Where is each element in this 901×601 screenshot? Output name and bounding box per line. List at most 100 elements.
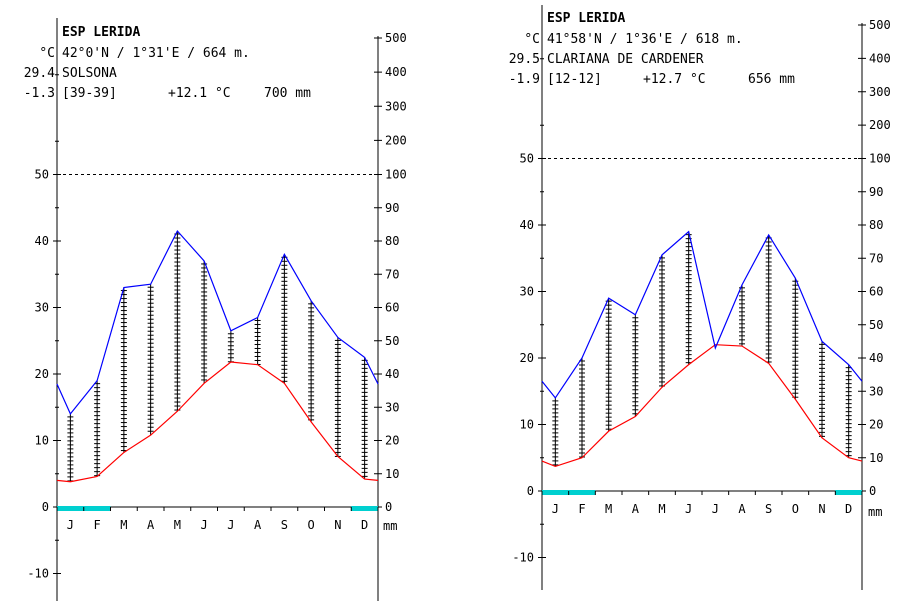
right-tick-label: 60 [385, 301, 399, 315]
climate-diagram-clariana-de-cardener: ESP LERIDA °C 41°58'N / 1°36'E / 618 m. … [509, 5, 891, 590]
frost-month-bar [351, 506, 378, 511]
station-name: SOLSONA [62, 66, 117, 81]
left-tick-label: 10 [520, 418, 534, 432]
frost-month-bar [57, 506, 84, 511]
right-tick-label: 90 [385, 201, 399, 215]
right-tick-label: 400 [385, 65, 407, 79]
month-label: M [605, 502, 612, 516]
left-tick-label: 50 [520, 152, 534, 166]
month-label: J [201, 518, 208, 532]
right-tick-label: 70 [869, 251, 883, 265]
max-temp-label: 29.5 [509, 52, 540, 67]
month-label: J [227, 518, 234, 532]
left-tick-label: 20 [520, 351, 534, 365]
month-label: J [552, 502, 559, 516]
month-label: N [818, 502, 825, 516]
left-tick-label: 50 [35, 168, 49, 182]
month-label: A [632, 502, 640, 516]
left-tick-label: 40 [35, 234, 49, 248]
month-label: A [147, 518, 155, 532]
right-tick-label: 400 [869, 51, 891, 65]
month-label: F [578, 502, 585, 516]
precip-unit-label: mm [383, 519, 397, 533]
right-tick-label: 100 [869, 152, 891, 166]
month-label: D [361, 518, 368, 532]
right-tick-label: 80 [869, 218, 883, 232]
right-tick-label: 20 [385, 434, 399, 448]
plot-area: -100102030405001020304050607080901002003… [27, 18, 407, 601]
month-label: O [792, 502, 799, 516]
left-tick-label: -10 [27, 567, 49, 581]
month-label: S [281, 518, 288, 532]
left-tick-label: 10 [35, 434, 49, 448]
right-tick-label: 200 [869, 118, 891, 132]
location-label: 41°58'N / 1°36'E / 618 m. [547, 32, 743, 47]
years-label: [12-12] [547, 72, 602, 87]
years-label: [39-39] [62, 86, 117, 101]
left-tick-label: 30 [35, 301, 49, 315]
right-tick-label: 500 [869, 18, 891, 32]
month-label: O [308, 518, 315, 532]
month-label: M [658, 502, 665, 516]
month-label: M [120, 518, 127, 532]
month-label: M [174, 518, 181, 532]
right-tick-label: 30 [385, 400, 399, 414]
precipitation-line [56, 229, 379, 416]
temp-unit-label: °C [524, 32, 540, 47]
right-tick-label: 60 [869, 285, 883, 299]
precipitation-line [541, 230, 863, 399]
mean-temp-label: +12.1 °C [168, 86, 231, 101]
right-tick-label: 200 [385, 133, 407, 147]
right-tick-label: 40 [869, 351, 883, 365]
left-tick-label: 0 [527, 484, 534, 498]
month-label: A [738, 502, 746, 516]
left-tick-label: 30 [520, 285, 534, 299]
plot-area: -100102030405001020304050607080901002003… [512, 5, 891, 590]
annual-precip-label: 700 mm [264, 86, 311, 101]
frost-month-bar [83, 506, 111, 511]
month-label: J [67, 518, 74, 532]
month-label: J [685, 502, 692, 516]
temperature-line [541, 344, 863, 468]
month-label: N [334, 518, 341, 532]
frost-month-bar [542, 490, 569, 495]
min-temp-label: -1.3 [24, 86, 55, 101]
right-tick-label: 30 [869, 384, 883, 398]
right-tick-label: 50 [869, 318, 883, 332]
climate-diagram-solsona: ESP LERIDA °C 42°0'N / 1°31'E / 664 m. 2… [24, 18, 407, 601]
left-tick-label: 20 [35, 367, 49, 381]
station-name: CLARIANA DE CARDENER [547, 52, 704, 67]
diagram-title: ESP LERIDA [547, 11, 625, 26]
month-label: A [254, 518, 262, 532]
right-tick-label: 500 [385, 31, 407, 45]
right-tick-label: 0 [869, 484, 876, 498]
right-tick-label: 300 [869, 85, 891, 99]
right-tick-label: 20 [869, 418, 883, 432]
right-tick-label: 90 [869, 185, 883, 199]
right-tick-label: 70 [385, 267, 399, 281]
max-temp-label: 29.4 [24, 66, 55, 81]
month-label: S [765, 502, 772, 516]
location-label: 42°0'N / 1°31'E / 664 m. [62, 46, 250, 61]
left-tick-label: 0 [42, 500, 49, 514]
right-tick-label: 0 [385, 500, 392, 514]
diagram-title: ESP LERIDA [62, 25, 140, 40]
right-tick-label: 80 [385, 234, 399, 248]
right-tick-label: 40 [385, 367, 399, 381]
frost-month-bar [568, 490, 596, 495]
annual-precip-label: 656 mm [748, 72, 795, 87]
right-tick-label: 300 [385, 99, 407, 113]
right-tick-label: 100 [385, 168, 407, 182]
frost-month-bar [835, 490, 862, 495]
month-label: J [712, 502, 719, 516]
temperature-line [56, 361, 379, 483]
mean-temp-label: +12.7 °C [643, 72, 706, 87]
right-tick-label: 10 [385, 467, 399, 481]
right-tick-label: 50 [385, 334, 399, 348]
month-label: D [845, 502, 852, 516]
precip-unit-label: mm [868, 505, 882, 519]
left-tick-label: 40 [520, 218, 534, 232]
left-tick-label: -10 [512, 551, 534, 565]
min-temp-label: -1.9 [509, 72, 540, 87]
